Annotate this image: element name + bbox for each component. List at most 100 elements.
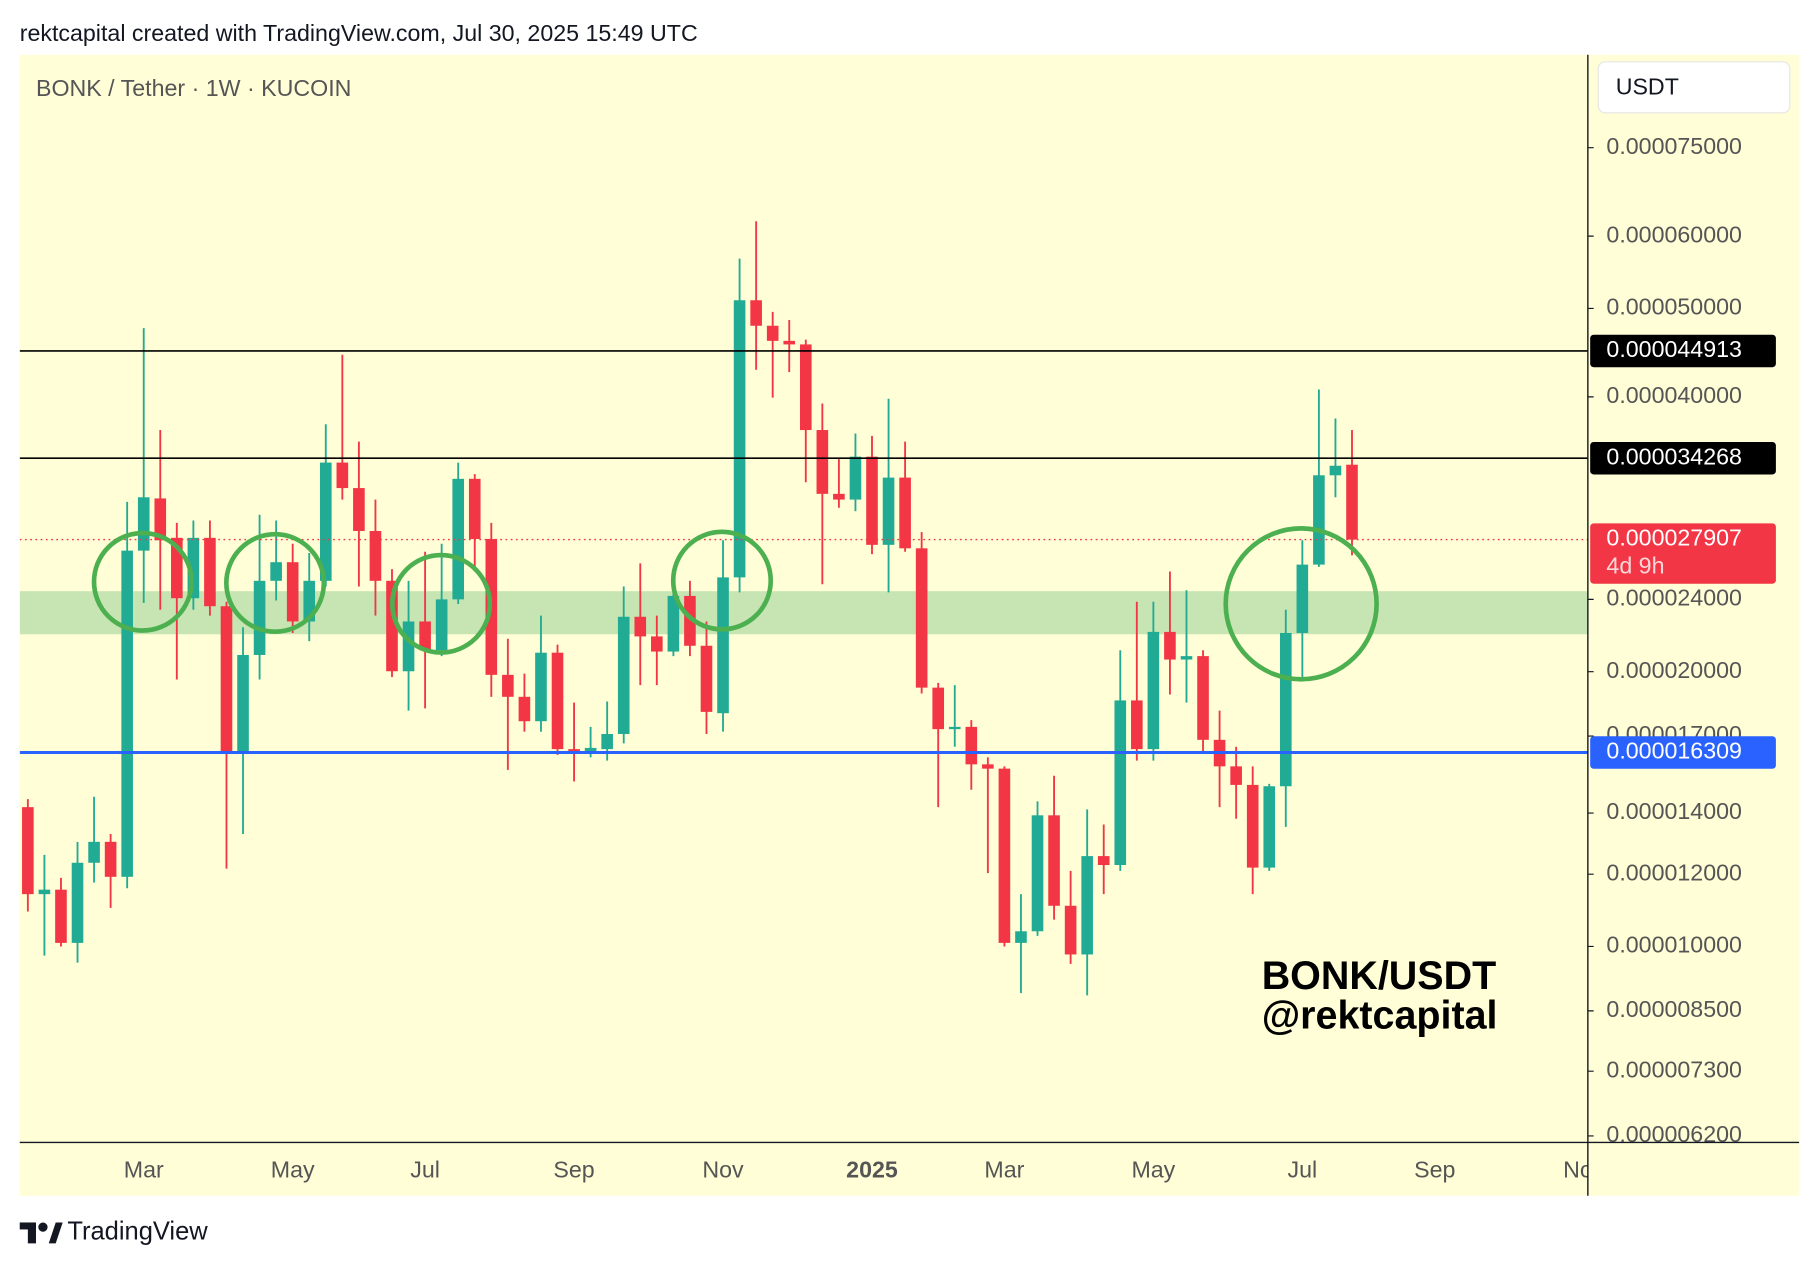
annotation: BONK/USDT	[1262, 954, 1497, 998]
candle-body	[965, 726, 978, 765]
candle-body	[568, 749, 580, 752]
highlight-circle	[1223, 526, 1379, 682]
candle-body	[948, 726, 961, 730]
x-tick-label: Nov	[702, 1157, 744, 1183]
candle-body	[551, 652, 564, 750]
level-tag	[1590, 736, 1776, 769]
x-tick-label: Mar	[984, 1157, 1024, 1183]
candle-body	[617, 616, 630, 734]
y-tick-label: 0.000014000	[1606, 798, 1742, 824]
candle-body	[1064, 905, 1077, 955]
y-tick-label: 0.000024000	[1606, 585, 1742, 611]
candle-body	[1031, 815, 1044, 932]
candle-body	[369, 530, 382, 581]
x-tick-label: Mar	[124, 1157, 164, 1183]
candle-body	[137, 497, 150, 551]
highlight-circle	[390, 552, 493, 655]
candle-body	[899, 477, 911, 549]
candle-body	[104, 841, 117, 877]
candle-body	[717, 577, 729, 714]
x-tick-label: May	[271, 1157, 315, 1183]
level-label: 0.000034268	[1606, 443, 1742, 469]
candle-body	[22, 807, 34, 895]
y-tick-label: 0.000020000	[1606, 657, 1742, 683]
candle-body	[1246, 784, 1259, 868]
candle-body	[1147, 631, 1160, 750]
candle-body	[932, 687, 945, 730]
candle-body	[700, 645, 713, 712]
footer-logo	[19, 1222, 63, 1244]
candle-body	[1329, 465, 1342, 476]
candle-body	[535, 652, 547, 722]
candle-body	[38, 889, 51, 895]
level-tag	[1590, 441, 1776, 475]
candle-body	[833, 493, 845, 500]
y-tick-label: 0.000010000	[1606, 932, 1742, 958]
candle-body	[1197, 656, 1209, 740]
candle-body	[1097, 856, 1110, 866]
logo-part	[27, 1222, 36, 1244]
y-tick-label: 0.000008500	[1606, 996, 1742, 1022]
x-tick-label: Sep	[553, 1157, 594, 1183]
x-tick-label: 2025	[846, 1157, 898, 1183]
candle-body	[584, 747, 597, 752]
candle-body	[55, 889, 67, 943]
x-tick-label: May	[1131, 1157, 1175, 1183]
header: rektcapital created with TradingView.com…	[20, 20, 698, 46]
candle-body	[1048, 815, 1060, 906]
unit-box	[1597, 61, 1791, 114]
candle-body	[982, 764, 994, 769]
logo-part	[38, 1222, 48, 1232]
x-tick-label: Nov	[1563, 1157, 1605, 1183]
candle-body	[336, 462, 349, 489]
candle-body	[684, 595, 696, 646]
candle-body	[1180, 656, 1193, 660]
footer: TradingView	[67, 1218, 208, 1246]
x-tick-label: Sep	[1414, 1157, 1455, 1183]
candle-body	[1230, 766, 1242, 785]
y-tick-label: 0.000075000	[1606, 133, 1742, 159]
candle-body	[601, 733, 613, 750]
candle-body	[849, 456, 862, 500]
candle-body	[154, 498, 167, 541]
candle-body	[816, 430, 829, 494]
chart-title: BONK / Tether · 1W · KUCOIN	[36, 75, 351, 101]
candle-body	[253, 580, 266, 655]
y-tick-label: 0.000012000	[1606, 859, 1742, 885]
candle-body	[319, 462, 332, 581]
candle-body	[88, 841, 100, 863]
level-tag	[1590, 334, 1776, 368]
candle-body	[799, 344, 812, 431]
candle-body	[1313, 475, 1325, 565]
level-label: 0.000044913	[1606, 336, 1742, 362]
candle-body	[71, 862, 84, 943]
y-tick-label: 0.000007300	[1606, 1056, 1742, 1082]
candle-body	[187, 537, 200, 599]
last-price-tag	[1590, 523, 1776, 584]
candle-body	[121, 550, 133, 877]
x-tick-label: Jul	[1288, 1157, 1318, 1183]
candle-body	[303, 580, 316, 622]
candle-body	[452, 478, 465, 600]
candle-body	[866, 456, 878, 545]
candle-body	[651, 636, 663, 652]
candle-body	[634, 616, 647, 637]
candle-body	[766, 325, 779, 341]
candle-body	[435, 599, 448, 651]
candle-body	[502, 674, 514, 697]
candle-body	[171, 537, 183, 599]
candle-body	[1081, 856, 1093, 955]
candle-body	[915, 548, 928, 688]
candle-body	[998, 768, 1011, 943]
candle-body	[204, 537, 216, 607]
annotation: @rektcapital	[1262, 994, 1498, 1038]
support-zone	[19, 591, 1588, 635]
candle-body	[518, 696, 531, 722]
y-ticks: 0.000075000 0.000060000 0.000050000 0.00004…	[1587, 133, 1742, 1142]
candle-body	[667, 595, 680, 652]
candle-body	[1015, 931, 1027, 943]
candle-body	[237, 654, 249, 753]
candle-body	[750, 300, 762, 326]
candle-body	[1131, 700, 1143, 750]
